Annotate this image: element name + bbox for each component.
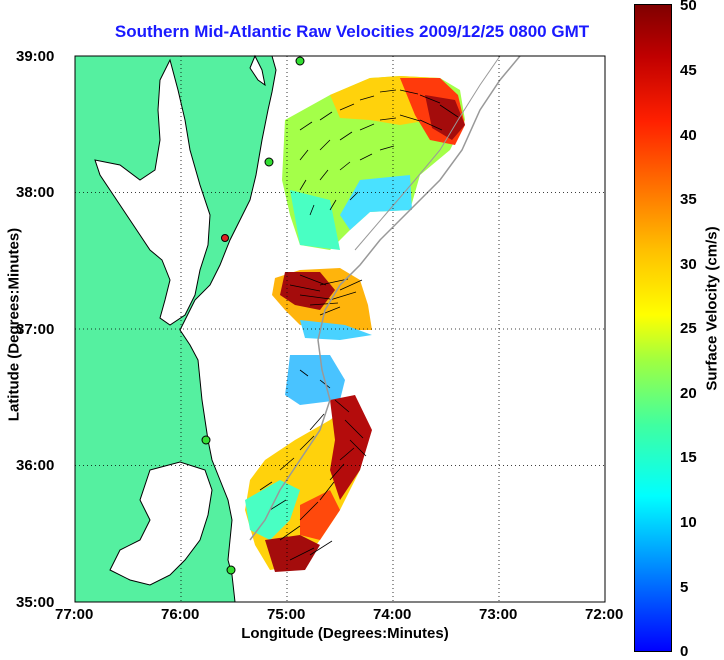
colorbar-tick: 5	[680, 579, 689, 596]
y-tick: 39:00	[16, 48, 55, 65]
chesapeake-bay	[94, 58, 211, 326]
map-title: Southern Mid-Atlantic Raw Velocities 200…	[114, 22, 590, 41]
station-marker	[201, 435, 211, 445]
pamlico-sound	[109, 461, 213, 586]
colorbar	[634, 4, 672, 652]
colorbar-tick: 40	[680, 127, 697, 144]
velocity-field	[245, 76, 465, 572]
y-tick: 35:00	[16, 594, 55, 611]
colorbar-label: Surface Velocity (cm/s)	[703, 226, 721, 391]
colorbar-tick: 0	[680, 643, 689, 660]
y-tick: 37:00	[16, 321, 55, 338]
delaware-bay	[249, 54, 266, 87]
colorbar-tick: 35	[680, 191, 697, 208]
station-marker	[295, 56, 305, 66]
y-axis-label: Latitude (Degrees:Minutes)	[5, 227, 23, 422]
colorbar-tick: 50	[680, 0, 697, 14]
y-tick: 38:00	[16, 184, 55, 201]
velocity-vectors	[259, 89, 459, 561]
station-marker	[226, 565, 236, 575]
y-tick: 36:00	[16, 457, 55, 474]
colorbar-tick: 45	[680, 62, 697, 79]
x-tick: 72:00	[585, 606, 624, 623]
bathymetry-contour-2	[354, 55, 501, 251]
x-tick: 74:00	[373, 606, 412, 623]
x-tick: 75:00	[267, 606, 306, 623]
station-marker	[264, 157, 274, 167]
colorbar-tick: 10	[680, 514, 697, 531]
colorbar-tick: 30	[680, 256, 697, 273]
bathymetry-contour	[249, 55, 521, 541]
colorbar-tick: 15	[680, 449, 697, 466]
plot-frame	[74, 55, 606, 603]
x-tick: 76:00	[161, 606, 200, 623]
station-marker	[221, 234, 229, 242]
colorbar-tick: 20	[680, 385, 697, 402]
x-axis-label: Longitude (Degrees:Minutes)	[241, 625, 449, 642]
grid	[75, 56, 605, 602]
x-tick: 73:00	[479, 606, 518, 623]
x-tick: 77:00	[55, 606, 94, 623]
colorbar-tick: 25	[680, 320, 697, 337]
